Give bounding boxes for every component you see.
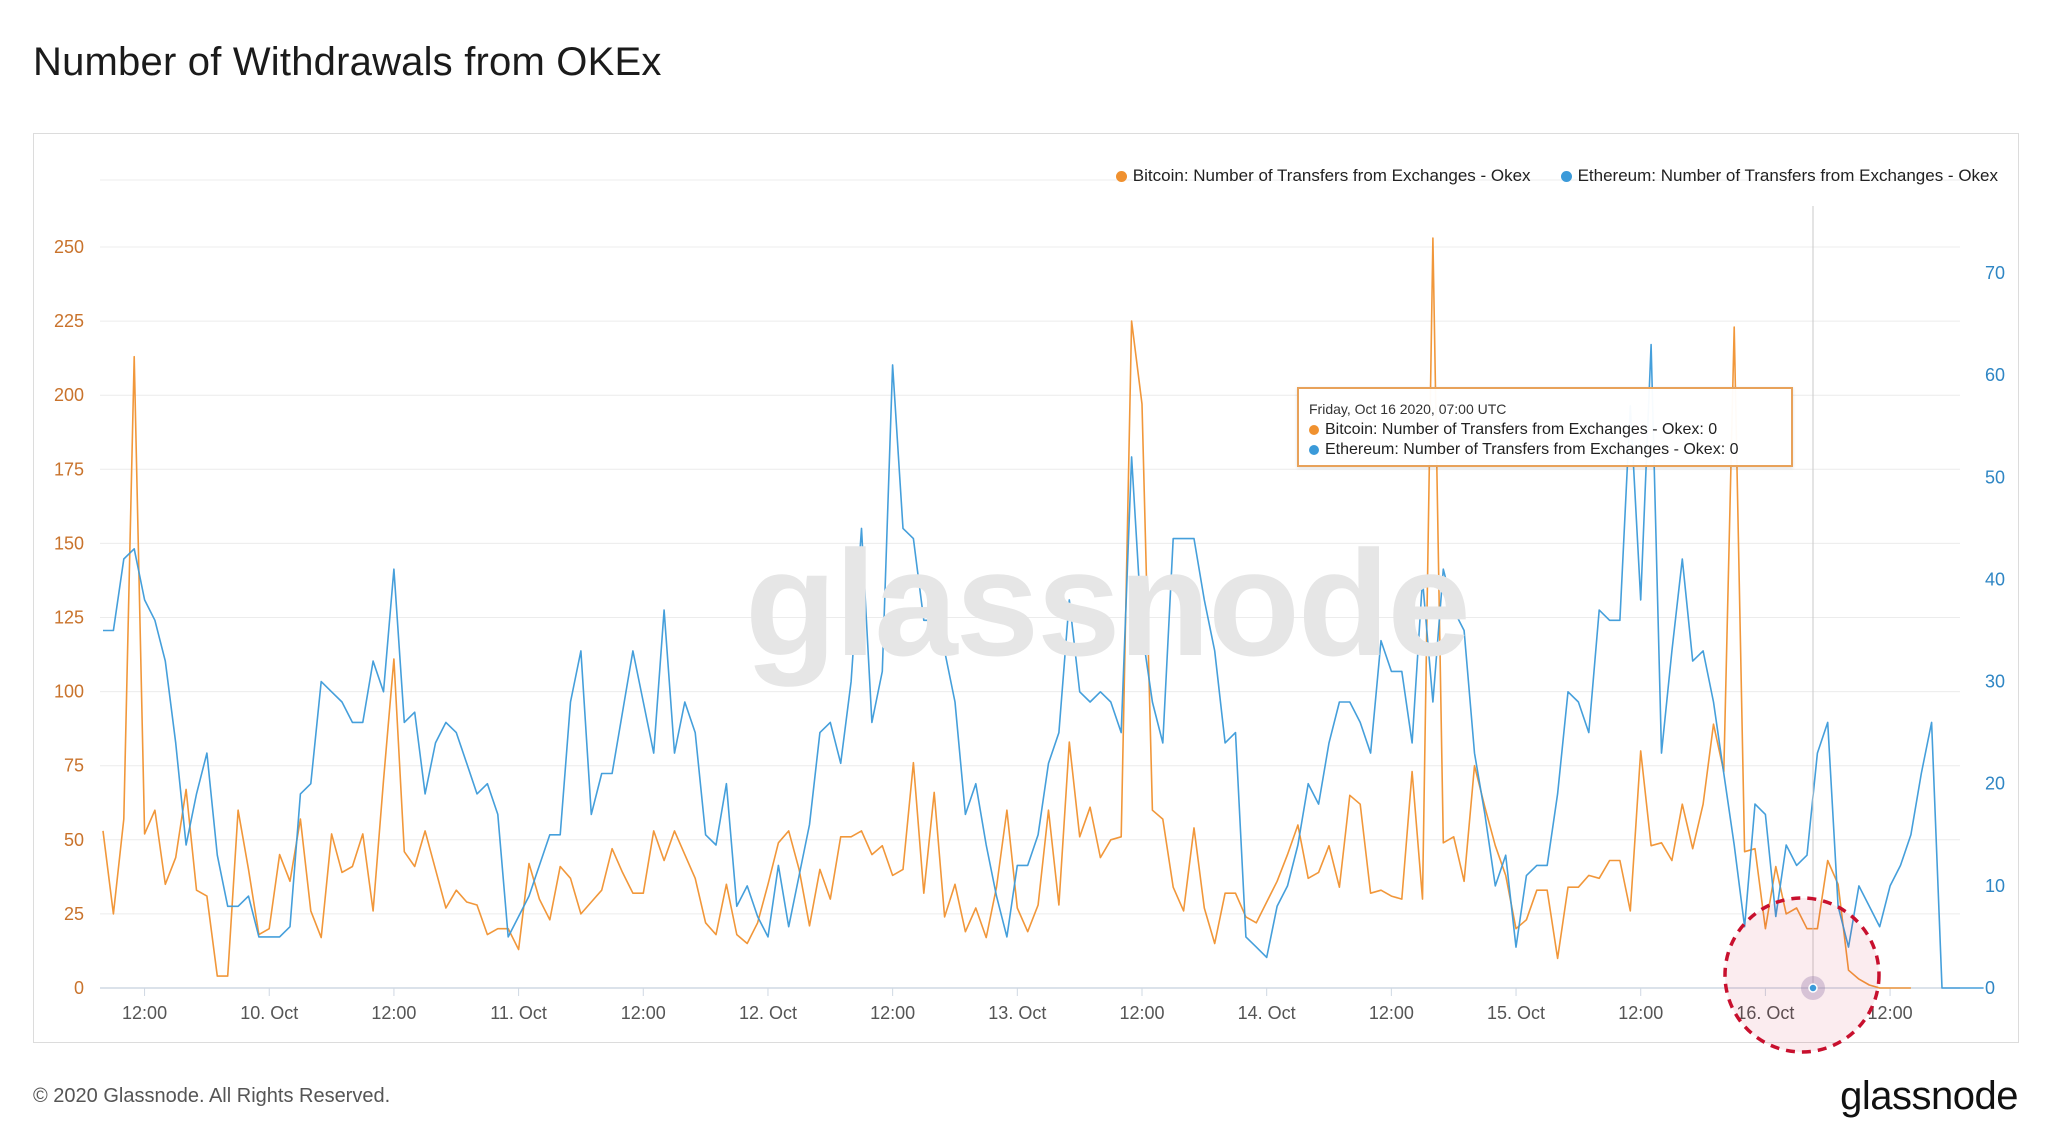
hover-point bbox=[1808, 983, 1818, 993]
tooltip-row-bitcoin: Bitcoin: Number of Transfers from Exchan… bbox=[1309, 420, 1781, 440]
highlight-circle bbox=[1723, 896, 1881, 1054]
x-tick-label: 10. Oct bbox=[240, 1003, 298, 1023]
x-tick-label: 12:00 bbox=[1119, 1003, 1164, 1023]
footer-copyright: © 2020 Glassnode. All Rights Reserved. bbox=[33, 1085, 391, 1107]
y-left-tick-label: 100 bbox=[54, 682, 84, 702]
x-tick-label: 12:00 bbox=[1369, 1003, 1414, 1023]
y-left-tick-label: 150 bbox=[54, 533, 84, 553]
page-title: Number of Withdrawals from OKEx bbox=[33, 40, 662, 84]
tooltip-label-ethereum: Ethereum: Number of Transfers from Excha… bbox=[1325, 441, 1739, 458]
x-tick-label: 16. Oct bbox=[1736, 1003, 1794, 1023]
legend-label-bitcoin: Bitcoin: Number of Transfers from Exchan… bbox=[1132, 166, 1531, 185]
x-tick-label: 14. Oct bbox=[1238, 1003, 1296, 1023]
tooltip-row-ethereum: Ethereum: Number of Transfers from Excha… bbox=[1309, 440, 1781, 460]
tooltip-label-bitcoin: Bitcoin: Number of Transfers from Exchan… bbox=[1325, 421, 1718, 438]
x-tick-label: 12:00 bbox=[122, 1003, 167, 1023]
chart-legend: Bitcoin: Number of Transfers from Exchan… bbox=[1115, 166, 1998, 186]
legend-dot-bitcoin bbox=[1115, 170, 1127, 182]
y-right-tick-label: 70 bbox=[1985, 263, 2005, 283]
x-tick-label: 12. Oct bbox=[739, 1003, 797, 1023]
y-left-tick-label: 225 bbox=[54, 311, 84, 331]
legend-item-ethereum[interactable]: Ethereum: Number of Transfers from Excha… bbox=[1560, 166, 1998, 186]
y-right-tick-label: 10 bbox=[1985, 876, 2005, 896]
chart-frame bbox=[33, 133, 2019, 1043]
x-tick-label: 12:00 bbox=[621, 1003, 666, 1023]
x-tick-label: 12:00 bbox=[371, 1003, 416, 1023]
glassnode-logo: glassnode bbox=[1840, 1074, 2018, 1118]
y-left-tick-label: 75 bbox=[64, 756, 84, 776]
legend-label-ethereum: Ethereum: Number of Transfers from Excha… bbox=[1577, 166, 1998, 185]
x-tick-label: 11. Oct bbox=[490, 1003, 547, 1023]
y-right-tick-label: 60 bbox=[1985, 365, 2005, 385]
x-tick-label: 15. Oct bbox=[1487, 1003, 1545, 1023]
y-left-tick-label: 200 bbox=[54, 385, 84, 405]
legend-dot-ethereum bbox=[1560, 170, 1572, 182]
tooltip-dot-bitcoin bbox=[1309, 425, 1319, 435]
series-line-bitcoin bbox=[102, 237, 1911, 989]
y-left-tick-label: 250 bbox=[54, 237, 84, 257]
y-left-tick-label: 50 bbox=[64, 830, 84, 850]
y-left-tick-label: 25 bbox=[64, 904, 84, 924]
tooltip-dot-ethereum bbox=[1309, 445, 1319, 455]
y-right-tick-label: 20 bbox=[1985, 774, 2005, 794]
legend-item-bitcoin[interactable]: Bitcoin: Number of Transfers from Exchan… bbox=[1115, 166, 1531, 186]
y-right-tick-label: 50 bbox=[1985, 467, 2005, 487]
x-tick-label: 12:00 bbox=[870, 1003, 915, 1023]
y-right-tick-label: 40 bbox=[1985, 569, 2005, 589]
x-tick-label: 13. Oct bbox=[988, 1003, 1046, 1023]
y-left-tick-label: 175 bbox=[54, 459, 84, 479]
y-right-tick-label: 0 bbox=[1985, 978, 1995, 998]
y-left-tick-label: 0 bbox=[74, 978, 84, 998]
x-tick-label: 12:00 bbox=[1868, 1003, 1913, 1023]
y-left-tick-label: 125 bbox=[54, 608, 84, 628]
x-tick-label: 12:00 bbox=[1618, 1003, 1663, 1023]
y-right-tick-label: 30 bbox=[1985, 672, 2005, 692]
series-line-ethereum bbox=[103, 343, 1984, 989]
tooltip-date: Friday, Oct 16 2020, 07:00 UTC bbox=[1309, 401, 1507, 417]
chart-tooltip: Friday, Oct 16 2020, 07:00 UTC Bitcoin: … bbox=[1297, 387, 1793, 467]
